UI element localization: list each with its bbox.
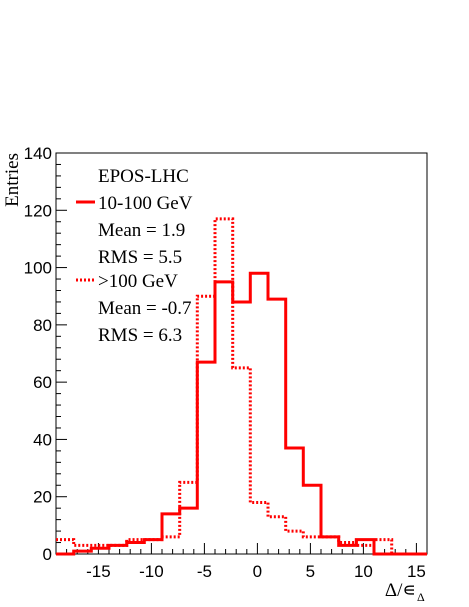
y-tick-label: 120 bbox=[24, 201, 52, 220]
x-tick-label: -5 bbox=[197, 562, 212, 581]
x-tick-label: -10 bbox=[139, 562, 164, 581]
legend-entry-series-1: 10-100 GeV bbox=[98, 193, 193, 214]
y-axis-label: Entries bbox=[2, 153, 23, 207]
legend-series-2-rms: RMS = 6.3 bbox=[98, 325, 182, 346]
y-tick-label: 100 bbox=[24, 259, 52, 278]
legend-title: EPOS-LHC bbox=[98, 166, 189, 187]
legend-series-1-rms: RMS = 5.5 bbox=[98, 247, 182, 268]
x-tick-label: 10 bbox=[354, 562, 373, 581]
x-tick-label: 0 bbox=[253, 562, 262, 581]
x-tick-label: -15 bbox=[86, 562, 111, 581]
plot-frame bbox=[55, 152, 428, 555]
legend: EPOS-LHC 10-100 GeV Mean = 1.9 RMS = 5.5… bbox=[76, 166, 193, 346]
y-tick-label: 20 bbox=[33, 488, 52, 507]
legend-series-2-mean: Mean = -0.7 bbox=[98, 298, 192, 319]
series-layer bbox=[56, 217, 427, 556]
x-axis-ticks: -15 -10 -5 0 5 10 15 bbox=[55, 543, 428, 581]
y-axis-ticks: 0 20 40 60 80 100 120 140 bbox=[24, 144, 67, 564]
legend-entry-series-2: >100 GeV bbox=[98, 271, 178, 292]
x-tick-label: 5 bbox=[306, 562, 315, 581]
y-tick-label: 60 bbox=[33, 373, 52, 392]
legend-series-1-mean: Mean = 1.9 bbox=[98, 220, 185, 241]
x-axis-label: Δ/∊ bbox=[385, 580, 416, 601]
y-tick-label: 140 bbox=[24, 144, 52, 163]
x-axis-label-subscript: Δ bbox=[417, 590, 425, 604]
y-tick-label: 0 bbox=[43, 545, 52, 564]
y-tick-label: 40 bbox=[33, 430, 52, 449]
y-tick-label: 80 bbox=[33, 316, 52, 335]
x-tick-label: 15 bbox=[407, 562, 426, 581]
series-2-step-line bbox=[56, 217, 427, 556]
